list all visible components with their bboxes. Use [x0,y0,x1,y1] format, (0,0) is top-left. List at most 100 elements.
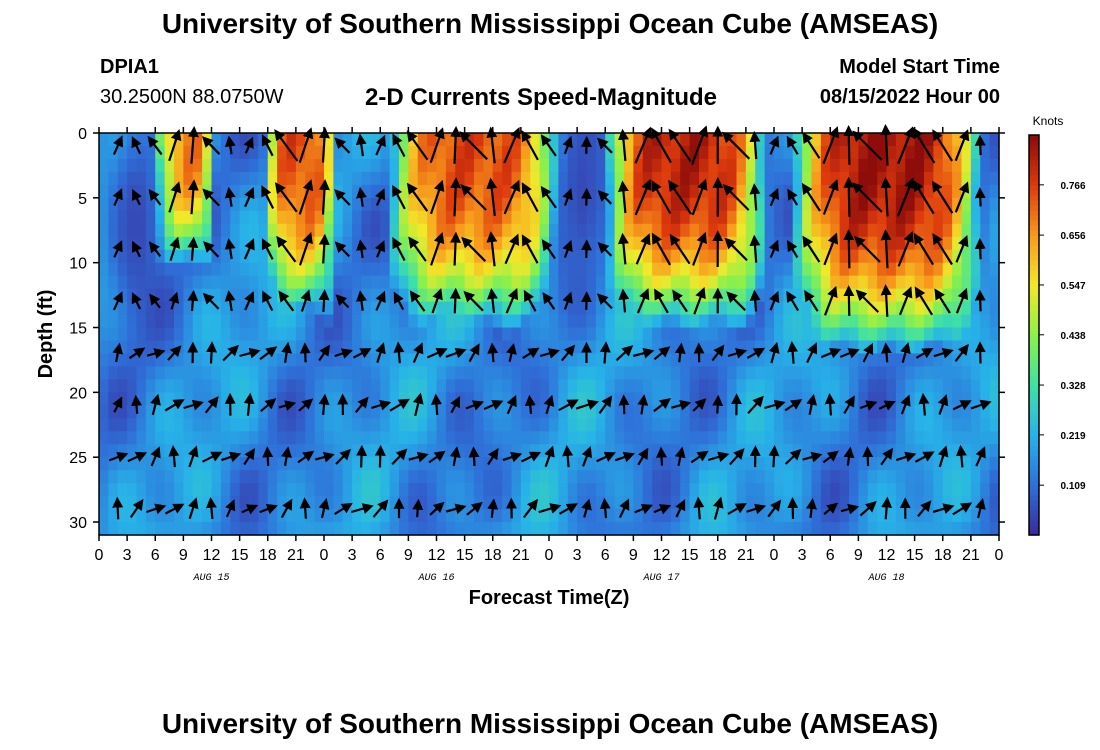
heatmap-cell [277,145,288,160]
heatmap-cell [567,327,578,342]
current-arrow [148,188,162,206]
heatmap-cell [699,158,709,173]
heatmap-cell [258,327,269,342]
heatmap-cell [539,275,550,290]
heatmap-cell [333,171,344,186]
colorbar-segment [1029,475,1039,481]
heatmap-cell [502,379,513,393]
heatmap-cell [727,197,738,212]
heatmap-cell [970,327,981,342]
colorbar-segment [1029,390,1039,396]
heatmap-cell [670,171,681,186]
heatmap-cell [980,470,991,484]
heatmap-cell [736,133,747,147]
current-arrow [804,290,819,312]
heatmap-cell [595,223,606,238]
heatmap-cell [933,366,944,380]
heatmap-cell [661,379,672,393]
heatmap-cell [595,314,606,329]
heatmap-cell [380,275,391,290]
heatmap-cell [858,301,869,316]
heatmap-cell [136,171,147,186]
heatmap-cell [258,470,269,484]
heatmap-cell [670,301,681,316]
heatmap-cell [295,431,306,445]
heatmap-cell [717,145,728,160]
heatmap-cell [764,145,775,160]
heatmap-cell [736,158,747,173]
heatmap-cell [324,145,334,160]
heatmap-cell [774,405,784,419]
heatmap-cell [380,145,391,160]
heatmap-cell [464,275,475,290]
current-arrow [562,239,573,258]
current-arrow [974,341,986,364]
heatmap-cell [717,392,728,406]
current-arrow [243,238,255,260]
heatmap-cell [877,236,888,251]
heatmap-cell [474,184,484,199]
heatmap-cell [192,145,203,160]
heatmap-cell [174,496,184,510]
heatmap-cell [155,353,166,368]
heatmap-cell [211,223,222,238]
heatmap-cell [324,353,334,368]
heatmap-cell [155,288,166,303]
heatmap-cell [286,470,297,484]
heatmap-cell [942,158,953,173]
heatmap-cell [699,327,709,342]
current-arrow [539,348,560,359]
heatmap-cell [333,340,344,355]
heatmap-cell [689,457,700,471]
current-arrow [932,233,953,266]
heatmap-cell [961,509,972,523]
heatmap-cell [464,340,475,355]
heatmap-cell [633,249,644,264]
current-arrow [881,342,892,363]
heatmap-cell [952,522,963,536]
heatmap-cell [211,340,222,355]
heatmap-cell [886,392,897,406]
heatmap-cell [942,210,953,225]
heatmap-cell [117,314,128,329]
heatmap-cell [745,210,756,225]
heatmap-cell [717,457,728,471]
heatmap-cell [980,158,991,173]
heatmap-cell [286,392,297,406]
heatmap-cell [858,327,869,342]
heatmap-cell [924,223,934,238]
heatmap-cell [642,314,653,329]
heatmap-cell [961,405,972,419]
heatmap-cell [755,379,766,393]
heatmap-cell [849,431,859,445]
heatmap-cell [661,158,672,173]
heatmap-cell [699,145,709,160]
heatmap-cell [361,145,372,160]
heatmap-cell [699,133,709,147]
x-tick-label: 0 [770,547,779,564]
heatmap-cell [736,366,747,380]
heatmap-cell [642,470,653,484]
heatmap-cell [745,340,756,355]
heatmap-cell [886,133,897,147]
heatmap-cell [970,353,981,368]
current-arrow [278,290,295,312]
current-arrow [767,499,782,518]
heatmap-cell [267,171,278,186]
heatmap-cell [614,444,625,458]
heatmap-cell [370,366,381,380]
heatmap-cell [567,301,578,316]
current-arrow [298,398,314,412]
heatmap-cell [220,379,231,393]
heatmap-cell [145,223,156,238]
heatmap-cell [717,301,728,316]
heatmap-cell [492,327,503,342]
heatmap-cell [352,301,363,316]
x-axis-label: Forecast Time(Z) [469,587,630,609]
current-arrow [483,400,504,411]
heatmap-cell [549,483,559,497]
heatmap-cell [427,522,438,536]
current-arrow [429,127,445,164]
heatmap-cell [239,249,250,264]
heatmap-cell [933,340,944,355]
